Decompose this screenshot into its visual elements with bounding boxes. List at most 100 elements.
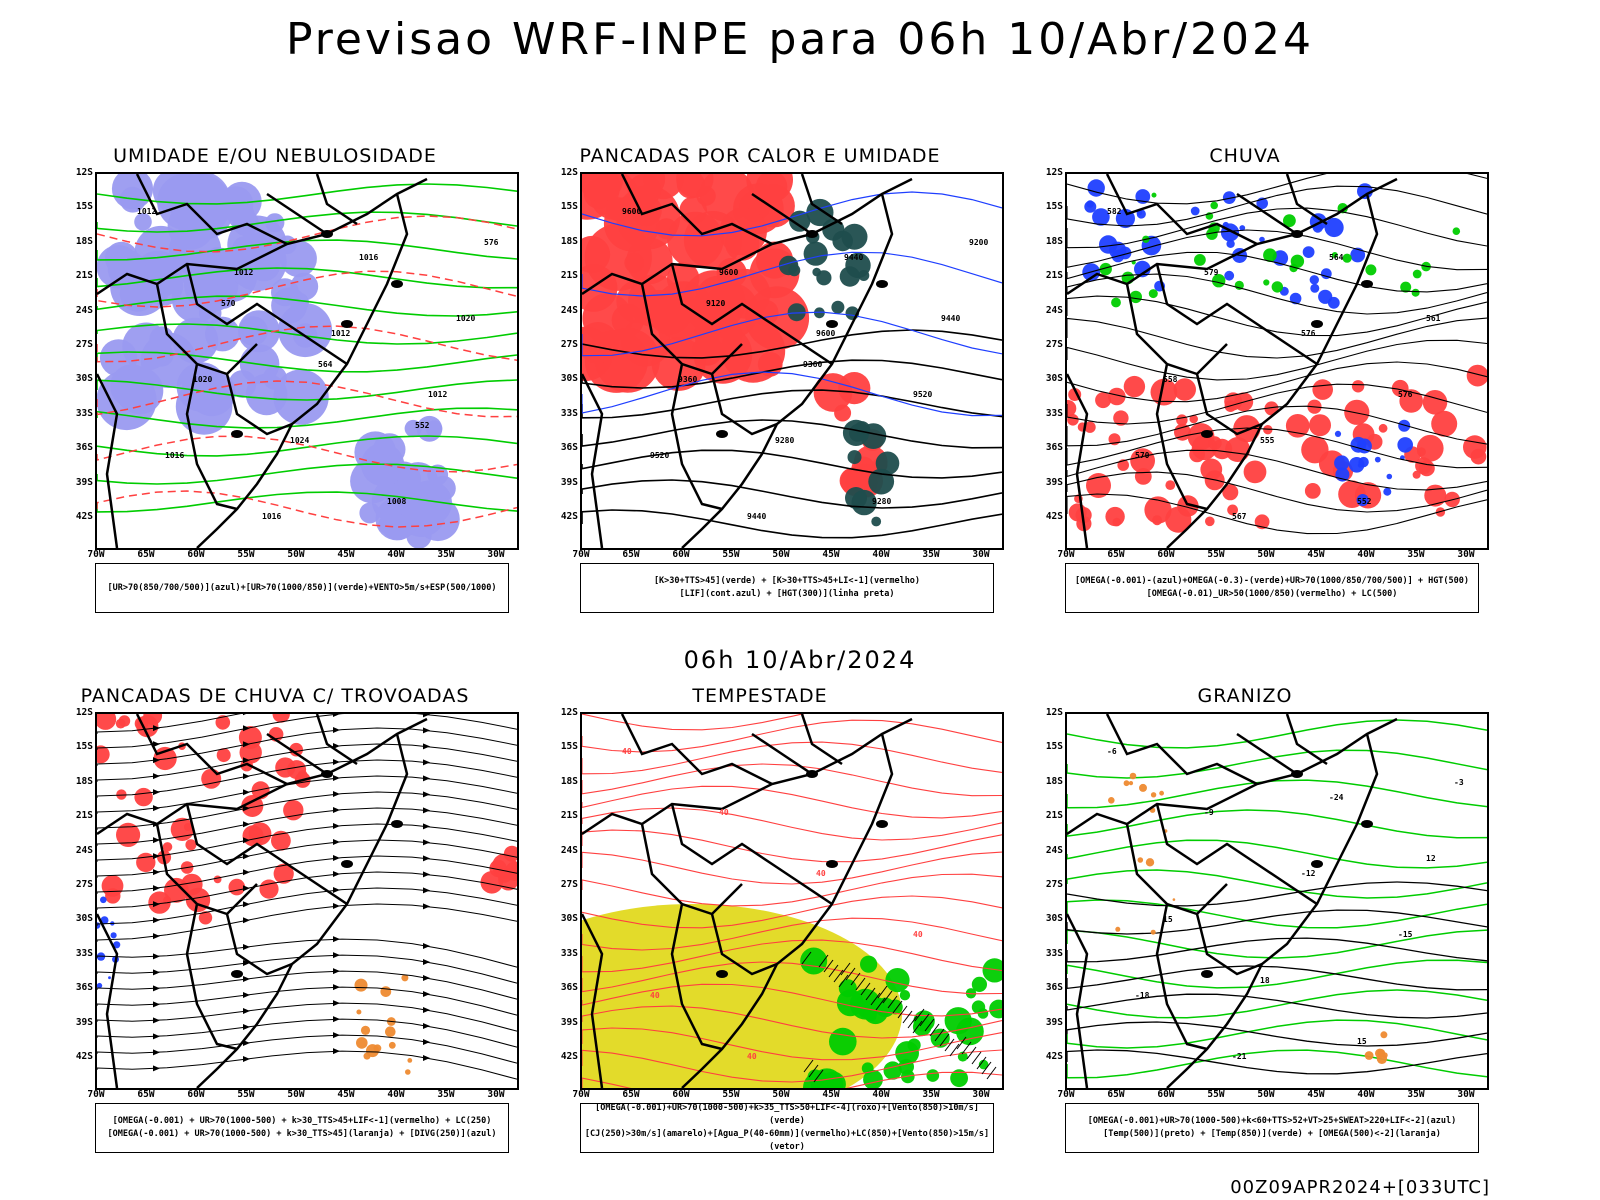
latitude-label: 33S bbox=[75, 407, 93, 419]
latitude-label: 30S bbox=[75, 913, 93, 925]
longitude-label: 65W bbox=[622, 1089, 640, 1100]
longitude-label: 35W bbox=[437, 549, 455, 560]
panel-title: TEMPESTADE bbox=[692, 685, 828, 707]
latitude-label: 27S bbox=[1045, 339, 1063, 350]
contour-label: 9600 bbox=[622, 207, 641, 216]
latitude-label: 27S bbox=[560, 879, 578, 890]
latitude-label: 24S bbox=[75, 304, 93, 316]
longitude-label: 50W bbox=[1257, 549, 1275, 560]
contour-label: 1008 bbox=[387, 497, 406, 506]
contour-label: 12 bbox=[1426, 854, 1436, 863]
latitude-label: 36S bbox=[560, 982, 578, 994]
contour-label: 1016 bbox=[165, 451, 184, 460]
longitude-label: 70W bbox=[87, 549, 105, 560]
latitude-label: 18S bbox=[75, 775, 93, 787]
latitude-label: 12S bbox=[560, 167, 578, 178]
mid-title: 06h 10/Abr/2024 bbox=[683, 646, 917, 674]
contour-label: 576 bbox=[1398, 390, 1413, 399]
longitude-label: 45W bbox=[822, 1089, 840, 1100]
latitude-label: 33S bbox=[560, 947, 578, 959]
latitude-label: 12S bbox=[75, 707, 93, 718]
longitude-label: 70W bbox=[1057, 1089, 1075, 1100]
legend-line: [OMEGA(-0.001)+UR>70(1000-500)+k<60+TTS>… bbox=[1087, 1116, 1457, 1126]
latitude-label: 12S bbox=[75, 167, 93, 178]
latitude-label: 24S bbox=[560, 304, 578, 316]
contour-label: 9600 bbox=[719, 268, 738, 277]
contour-label: -24 bbox=[1329, 793, 1344, 802]
latitude-label: 24S bbox=[1045, 304, 1063, 316]
latitude-label: 36S bbox=[560, 442, 578, 454]
latitude-label: 39S bbox=[1045, 476, 1063, 488]
contour-label: 1016 bbox=[262, 512, 281, 521]
longitude-label: 45W bbox=[822, 549, 840, 560]
latitude-label: 24S bbox=[75, 844, 93, 856]
contour-label: 570 bbox=[221, 299, 236, 308]
contour-label: -6 bbox=[1107, 747, 1117, 756]
longitude-label: 70W bbox=[572, 1089, 590, 1100]
contour-label: -15 bbox=[1398, 930, 1413, 939]
longitude-label: 50W bbox=[1257, 1089, 1275, 1100]
latitude-label: 42S bbox=[1045, 1051, 1063, 1062]
longitude-label: 60W bbox=[672, 549, 690, 560]
latitude-label: 21S bbox=[560, 270, 578, 282]
contour-label: 9520 bbox=[650, 451, 669, 460]
latitude-label: 15S bbox=[75, 741, 93, 753]
panel-title: PANCADAS POR CALOR E UMIDADE bbox=[579, 145, 941, 167]
map-panel-6: GRANIZO -6 -9 -12 -15 -18 -21 -24 12 15 18 15 -3 12S 1… bbox=[1015, 685, 1489, 1155]
contour-label: 9520 bbox=[913, 390, 932, 399]
forecast-map: 582 579 576 576 570 567 564 561 558 555 552 bbox=[1065, 172, 1489, 550]
map-panel-1: UMIDADE E/OU NEBULOSIDADE 1012 1012 1012 101… bbox=[45, 145, 519, 615]
latitude-label: 33S bbox=[1045, 407, 1063, 419]
longitude-label: 40W bbox=[1357, 1089, 1375, 1100]
latitude-label: 24S bbox=[560, 844, 578, 856]
contour-label: 18 bbox=[1260, 976, 1270, 985]
latitude-label: 30S bbox=[1045, 913, 1063, 925]
latitude-label: 24S bbox=[1045, 844, 1063, 856]
latitude-label: 30S bbox=[1045, 373, 1063, 385]
contour-label: 1012 bbox=[137, 207, 156, 216]
longitude-label: 30W bbox=[972, 1089, 990, 1100]
latitude-label: 21S bbox=[1045, 810, 1063, 822]
contour-label: 40 bbox=[622, 747, 632, 756]
longitude-label: 70W bbox=[572, 549, 590, 560]
main-title: Previsao WRF-INPE para 06h 10/Abr/2024 bbox=[285, 14, 1314, 65]
longitude-label: 50W bbox=[287, 549, 305, 560]
latitude-label: 15S bbox=[1045, 741, 1063, 753]
latitude-label: 42S bbox=[560, 511, 578, 522]
forecast-map: -6 -9 -12 -15 -18 -21 -24 12 15 18 15 -3 bbox=[1065, 712, 1489, 1090]
contour-label: 567 bbox=[1232, 512, 1247, 521]
longitude-label: 45W bbox=[337, 549, 355, 560]
legend-line: [K>30+TTS>45](verde) + [K>30+TTS>45+LI<-… bbox=[653, 576, 921, 586]
longitude-label: 55W bbox=[1207, 1089, 1225, 1100]
forecast-map: 1012 1012 1012 1012 1016 1016 1016 1020 1020 1024… bbox=[95, 172, 519, 550]
longitude-label: 35W bbox=[1407, 1089, 1425, 1100]
panel-legend: [K>30+TTS>45](verde) + [K>30+TTS>45+LI<-… bbox=[580, 563, 994, 613]
contour-label: 561 bbox=[1426, 314, 1441, 323]
contour-label: 15 bbox=[1357, 1037, 1367, 1046]
map-panel-4: PANCADAS DE CHUVA C/ TROVOADAS 12S 15S 18S 2… bbox=[45, 685, 519, 1155]
longitude-label: 45W bbox=[337, 1089, 355, 1100]
contour-label: 9120 bbox=[706, 299, 725, 308]
contour-label: 9360 bbox=[678, 375, 697, 384]
contour-label: 552 bbox=[1357, 497, 1372, 506]
longitude-label: 60W bbox=[672, 1089, 690, 1100]
latitude-label: 42S bbox=[75, 1051, 93, 1062]
contour-label: 1020 bbox=[456, 314, 475, 323]
longitude-label: 35W bbox=[1407, 549, 1425, 560]
latitude-label: 15S bbox=[560, 201, 578, 213]
longitude-label: 65W bbox=[622, 549, 640, 560]
longitude-label: 45W bbox=[1307, 1089, 1325, 1100]
latitude-label: 18S bbox=[75, 235, 93, 247]
latitude-label: 18S bbox=[560, 775, 578, 787]
contour-label: 15 bbox=[1163, 915, 1173, 924]
panel-legend: [OMEGA(-0.001)+UR>70(1000-500)+k>35_TTS>… bbox=[580, 1103, 994, 1153]
longitude-label: 60W bbox=[187, 1089, 205, 1100]
longitude-label: 60W bbox=[1157, 549, 1175, 560]
legend-line: [OMEGA(-0.001) + UR>70(1000-500) + k>30_… bbox=[112, 1116, 492, 1126]
latitude-label: 39S bbox=[560, 476, 578, 488]
legend-line: [OMEGA(-0.001) + UR>70(1000-500) + k>30_… bbox=[107, 1129, 497, 1139]
legend-line: [CJ(250)>30m/s](amarelo)+[Agua_P(40-60mm… bbox=[584, 1129, 990, 1152]
longitude-label: 70W bbox=[87, 1089, 105, 1100]
longitude-label: 55W bbox=[237, 549, 255, 560]
latitude-label: 12S bbox=[560, 707, 578, 718]
